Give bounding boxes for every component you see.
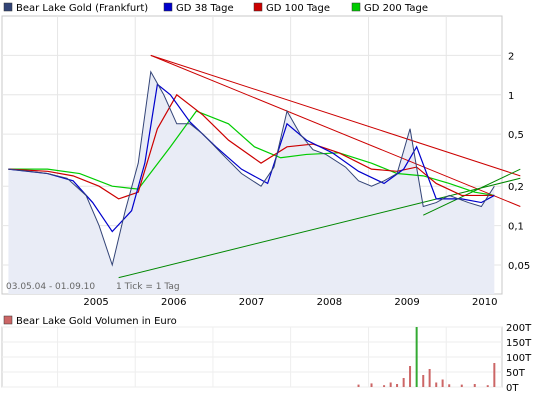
legend-swatch	[351, 2, 361, 12]
legend-entry: GD 200 Tage	[351, 2, 428, 14]
volume-bar	[422, 375, 425, 387]
price-y-tick-label: 0,05	[508, 261, 530, 272]
volume-bar	[493, 363, 496, 387]
volume-bar	[415, 327, 418, 387]
volume-bar	[441, 379, 444, 387]
gd100-line	[8, 93, 495, 200]
volume-bar	[389, 382, 392, 387]
volume-bar	[409, 366, 412, 387]
date-range-label: 03.05.04 - 01.09.10	[6, 282, 95, 292]
volume-bar	[396, 384, 399, 387]
price-x-axis: 2005 2006 2007 2008 2009 2010	[83, 297, 497, 308]
volume-bar	[428, 369, 431, 387]
trendline	[118, 177, 521, 279]
volume-bar	[402, 378, 405, 387]
gd38-line	[8, 83, 495, 233]
legend-label: Bear Lake Gold (Frankfurt)	[16, 3, 148, 14]
volume-bar	[357, 384, 360, 387]
tick-note: 1 Tick = 1 Tag	[116, 282, 180, 292]
trendlines	[118, 54, 521, 279]
volume-y-axis: 200T 150T 100T 50T 0T	[506, 323, 532, 394]
volume-bar	[473, 384, 476, 387]
legend-label: Bear Lake Gold Volumen in Euro	[16, 316, 177, 327]
volume-y-tick-label: 0T	[506, 383, 519, 394]
legend-label: GD 38 Tage	[176, 3, 234, 14]
price-line	[8, 70, 495, 267]
price-y-tick-label: 0,5	[508, 130, 524, 141]
legend-swatch	[253, 2, 263, 12]
volume-bar	[370, 383, 373, 387]
price-y-tick-label: 0,1	[508, 222, 524, 233]
volume-bar	[448, 384, 451, 387]
volume-y-tick-label: 150T	[506, 338, 532, 349]
x-tick-label: 2009	[394, 297, 419, 308]
x-tick-label: 2005	[83, 297, 108, 308]
legend-entry: GD 38 Tage	[163, 2, 234, 14]
x-tick-label: 2010	[472, 297, 497, 308]
price-y-axis: 2 1 0,5 0,2 0,1 0,05	[508, 51, 530, 272]
moving-average-lines	[8, 83, 495, 233]
legend-label: GD 100 Tage	[266, 3, 330, 14]
volume-y-tick-label: 200T	[506, 323, 532, 334]
trendline	[150, 54, 521, 207]
legend-swatch	[3, 315, 13, 325]
legend-entry: Bear Lake Gold (Frankfurt)	[3, 2, 148, 14]
volume-y-tick-label: 50T	[506, 368, 526, 379]
volume-y-tick-label: 100T	[506, 353, 532, 364]
legend-entry: GD 100 Tage	[253, 2, 330, 14]
x-tick-label: 2008	[317, 297, 342, 308]
volume-grid	[2, 326, 502, 388]
legend-swatch	[3, 2, 13, 12]
price-legend: Bear Lake Gold (Frankfurt) GD 38 Tage GD 1…	[3, 2, 428, 14]
price-panel: 2 1 0,5 0,2 0,1 0,05 2005 2006 2007 2008 2009 2010…	[1, 15, 530, 308]
volume-legend: Bear Lake Gold Volumen in Euro	[3, 315, 177, 327]
legend-label: GD 200 Tage	[364, 3, 428, 14]
price-y-tick-label: 1	[508, 91, 514, 102]
volume-panel: Bear Lake Gold Volumen in Euro 200T 150T 1…	[1, 315, 532, 394]
volume-bar	[435, 382, 438, 387]
price-line-layer	[8, 70, 495, 267]
volume-bars	[357, 327, 496, 387]
trendline	[150, 54, 521, 177]
trendline	[423, 168, 521, 216]
volume-bar	[460, 384, 463, 387]
volume-bar	[486, 385, 489, 387]
x-tick-label: 2007	[239, 297, 264, 308]
price-area-fill	[8, 71, 495, 295]
price-y-tick-label: 0,2	[508, 182, 524, 193]
legend-swatch	[163, 2, 173, 12]
volume-bar	[383, 385, 386, 387]
x-tick-label: 2006	[161, 297, 186, 308]
price-area	[8, 71, 495, 295]
price-y-tick-label: 2	[508, 51, 514, 62]
